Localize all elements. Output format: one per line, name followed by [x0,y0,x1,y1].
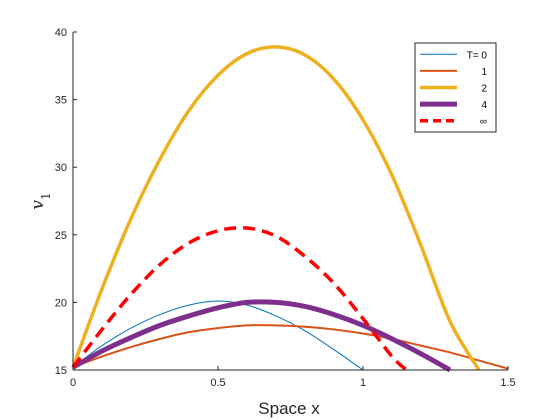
plot-area: 0 0.5 1 1.5 15 20 25 30 35 40 [55,27,516,389]
y-tick-label: 35 [55,95,67,107]
y-tick-label: 15 [55,365,67,377]
x-tick-label: 1.5 [500,377,515,389]
legend-label-2: 2 [481,84,487,95]
y-tick-label: 20 [55,297,67,309]
ticks-layer: 0 0.5 1 1.5 15 20 25 30 35 40 [55,27,516,389]
legend: T= 0 1 2 4 ∞ [414,42,497,133]
y-axis-title-sub: 1 [39,192,53,200]
legend-label-0: T= 0 [467,50,488,61]
series-line-3 [71,299,452,373]
y-tick-label: 30 [55,162,67,174]
y-tick-label: 25 [55,230,67,242]
x-tick-label: 0 [70,377,76,389]
series-line-2 [71,45,481,371]
x-tick-label: 1 [360,377,366,389]
x-axis-title: Space x [258,399,320,418]
series-layer [71,45,509,373]
series-line-4 [71,225,408,372]
series-line-0 [72,300,364,371]
y-axis-title-var: v [28,200,48,210]
series-line-1 [72,324,509,370]
legend-label-3: 4 [481,100,487,111]
legend-label-4: ∞ [480,117,487,128]
x-tick-label: 0.5 [210,377,225,389]
y-tick-label: 40 [55,27,67,39]
legend-label-1: 1 [481,67,487,78]
y-axis-title: v1 [28,192,53,209]
axes-layer [72,32,508,371]
